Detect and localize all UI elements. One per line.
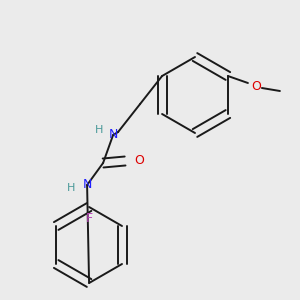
Text: F: F xyxy=(85,212,93,226)
Text: N: N xyxy=(108,128,118,142)
Text: O: O xyxy=(134,154,144,167)
Text: O: O xyxy=(251,80,261,92)
Text: N: N xyxy=(82,178,92,191)
Text: H: H xyxy=(67,183,75,193)
Text: H: H xyxy=(95,125,103,135)
